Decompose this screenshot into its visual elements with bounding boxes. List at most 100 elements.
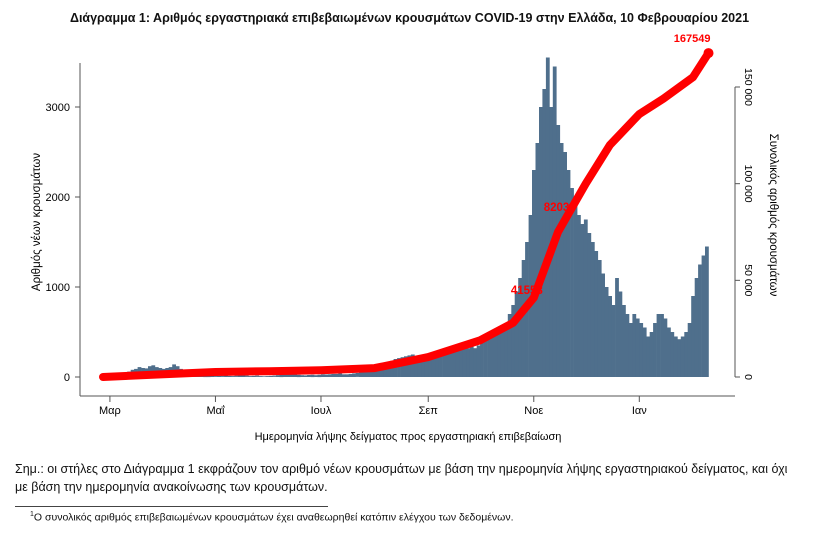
bar	[255, 375, 259, 377]
bar	[435, 352, 439, 377]
bar	[327, 374, 332, 377]
bar	[237, 375, 242, 377]
annotation-label: 41558	[511, 285, 544, 297]
bar	[583, 219, 588, 377]
bar	[597, 260, 602, 377]
bar	[258, 376, 263, 377]
bar	[542, 89, 547, 377]
bar	[334, 373, 339, 377]
bar	[490, 335, 495, 377]
bar	[521, 260, 526, 377]
bar	[642, 327, 647, 377]
bar	[300, 375, 304, 377]
bar	[366, 371, 370, 377]
annotation-label: 82033	[544, 202, 576, 214]
bar	[580, 224, 585, 377]
bar	[400, 357, 405, 377]
x-tick-label: Μαρ	[99, 405, 121, 417]
bar	[566, 170, 571, 377]
bar	[262, 376, 266, 377]
bar	[414, 357, 419, 377]
y-left-tick-label: 0	[64, 372, 70, 384]
bar	[289, 373, 294, 377]
bar	[407, 355, 412, 377]
bar	[673, 336, 678, 377]
bar	[424, 356, 429, 377]
bar	[410, 354, 415, 377]
y-right-label: Συνολικός αριθμός κρουσμάτων	[767, 134, 779, 297]
annotation-label: 167549	[674, 33, 711, 45]
bar	[417, 355, 422, 377]
bar	[462, 347, 467, 377]
x-tick-label: Ιουλ	[311, 405, 332, 417]
bar	[639, 323, 644, 377]
bar	[352, 373, 356, 377]
bar	[705, 246, 709, 377]
bar	[618, 291, 623, 377]
bar	[331, 373, 336, 377]
bar	[317, 374, 322, 378]
x-tick-label: Σεπ	[419, 405, 439, 417]
bar	[355, 372, 360, 377]
cumulative-endpoint	[703, 48, 714, 59]
x-tick-label: Νοε	[524, 405, 543, 417]
bar	[321, 374, 325, 377]
bar	[615, 278, 619, 377]
bar	[469, 346, 474, 377]
bar	[563, 152, 567, 377]
bar	[217, 375, 221, 377]
bar	[667, 327, 671, 377]
footnote-mark: 1	[30, 511, 34, 518]
bar	[476, 345, 481, 377]
x-axis-label: Ημερομηνία λήψης δείγματος προς εργαστηρ…	[255, 431, 562, 443]
bar	[573, 206, 578, 377]
bar	[500, 326, 505, 377]
bar	[677, 339, 682, 377]
bar	[362, 371, 367, 377]
bars-group	[103, 57, 709, 378]
footnote-divider	[15, 506, 328, 507]
bar	[632, 314, 637, 377]
bar	[345, 374, 349, 377]
bar	[497, 330, 502, 377]
bar	[660, 314, 664, 377]
bar	[577, 215, 581, 377]
bar	[231, 376, 235, 377]
bar	[452, 350, 457, 377]
bar	[314, 375, 318, 377]
bar	[310, 374, 315, 378]
bar	[438, 351, 443, 377]
bar	[307, 375, 311, 377]
bar	[628, 323, 633, 377]
bar	[404, 356, 408, 377]
bar	[473, 348, 477, 377]
bar	[455, 350, 460, 377]
footnote: 1Ο συνολικός αριθμός επιβεβαιωμένων κρου…	[30, 511, 514, 524]
note-line-1: Σημ.: οι στήλες στο Διάγραμμα 1 εκφράζου…	[15, 462, 788, 476]
bar	[303, 375, 308, 377]
bar	[421, 356, 426, 377]
bar	[504, 323, 509, 377]
bar	[296, 374, 301, 378]
bar	[680, 336, 685, 377]
bar	[590, 242, 595, 377]
bar	[559, 143, 564, 377]
bar	[494, 333, 498, 377]
bar	[691, 296, 695, 377]
bar	[459, 349, 464, 377]
bar	[687, 323, 692, 377]
bar	[379, 367, 384, 377]
bar	[376, 368, 381, 377]
covid-chart: 41558 82033 167549 0 1000 2000 3000 0 50 000 100…	[31, 33, 779, 443]
bar	[663, 318, 668, 377]
bar	[341, 374, 346, 377]
bar	[442, 354, 446, 377]
bar	[601, 273, 605, 377]
note-line-2: με βάση την ημερομηνία ανακοίνωσης των κ…	[15, 480, 328, 494]
bar	[372, 369, 377, 377]
bar	[279, 374, 284, 378]
bar	[369, 370, 374, 377]
bar	[286, 373, 291, 377]
bar	[390, 360, 394, 377]
bar	[622, 305, 626, 377]
